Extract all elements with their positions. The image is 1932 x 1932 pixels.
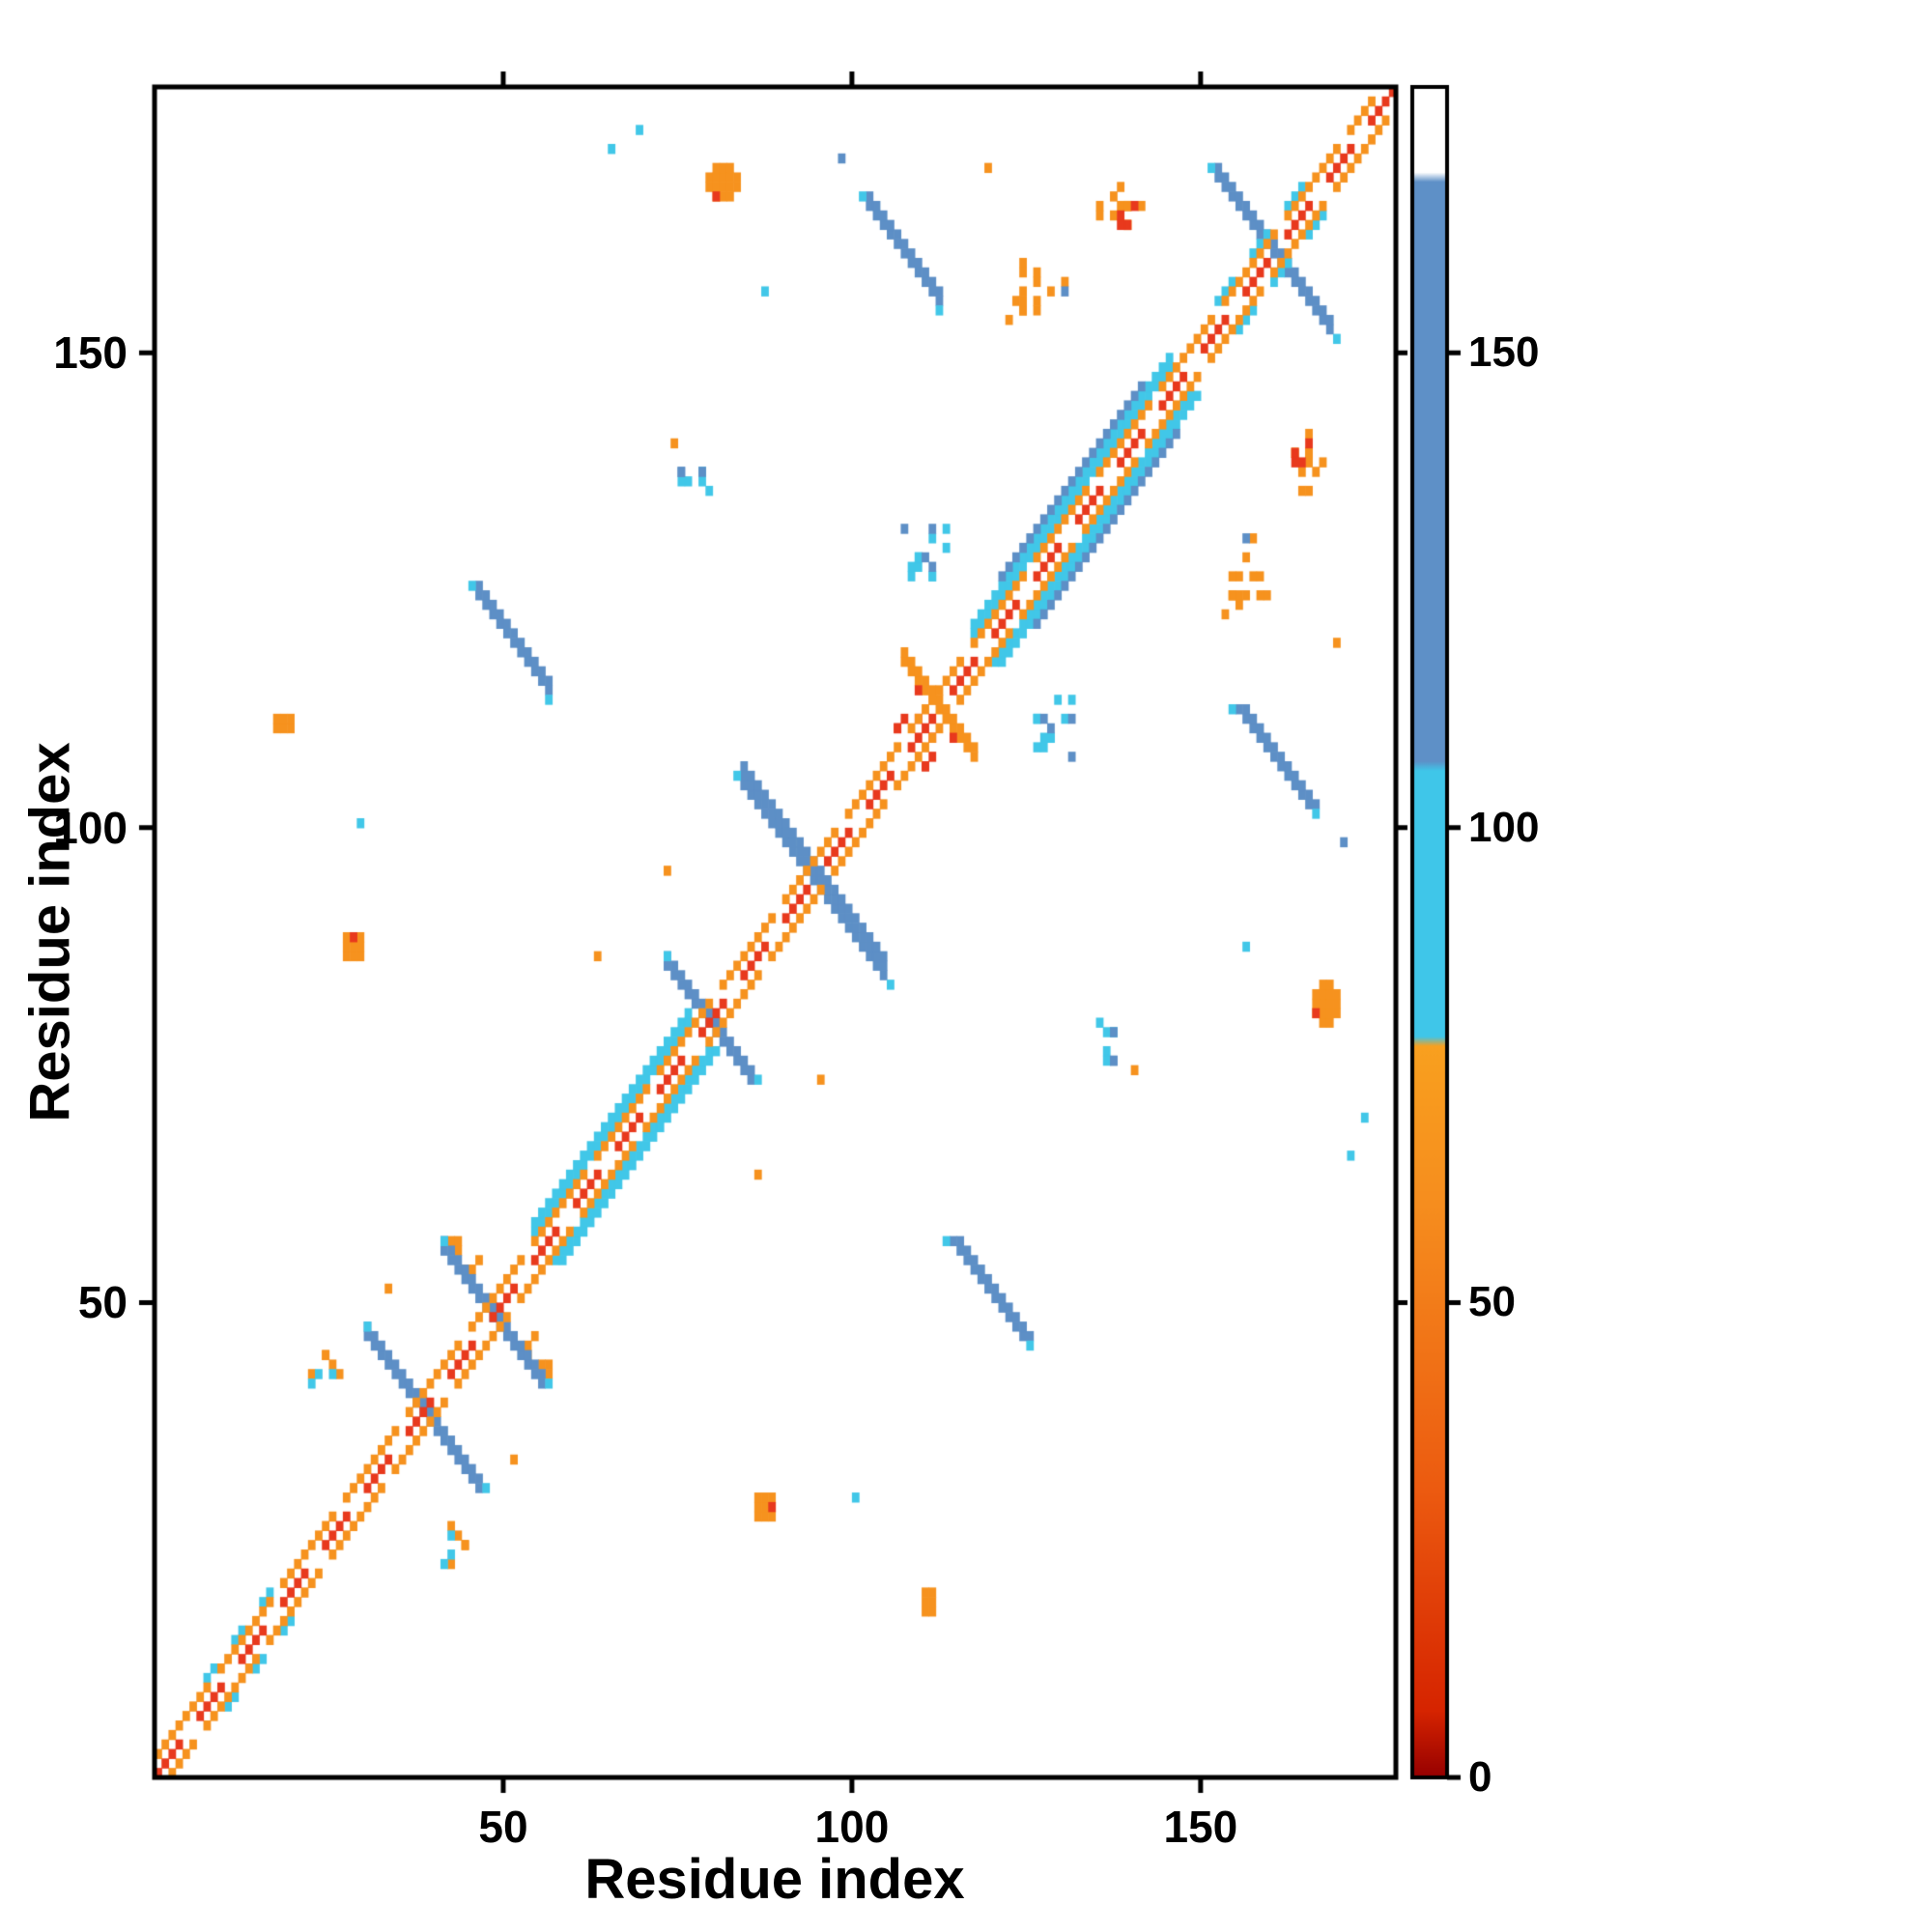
colorbar-tick-label-150: 150 — [1468, 328, 1540, 377]
colorbar-tick-label-50: 50 — [1468, 1278, 1516, 1326]
y-axis-label: Residue index — [18, 742, 82, 1122]
y-tick-label-150: 150 — [53, 327, 128, 379]
x-tick-label-100: 100 — [814, 1802, 890, 1852]
x-tick-label-50: 50 — [478, 1802, 528, 1852]
x-axis-label: Residue index — [584, 1848, 965, 1911]
colorbar-tick-label-0: 0 — [1468, 1753, 1492, 1801]
y-tick-label-50: 50 — [77, 1277, 128, 1328]
y-tick-label-100: 100 — [53, 802, 128, 853]
colorbar-tick-label-100: 100 — [1468, 803, 1540, 851]
x-tick-label-150: 150 — [1163, 1802, 1238, 1852]
